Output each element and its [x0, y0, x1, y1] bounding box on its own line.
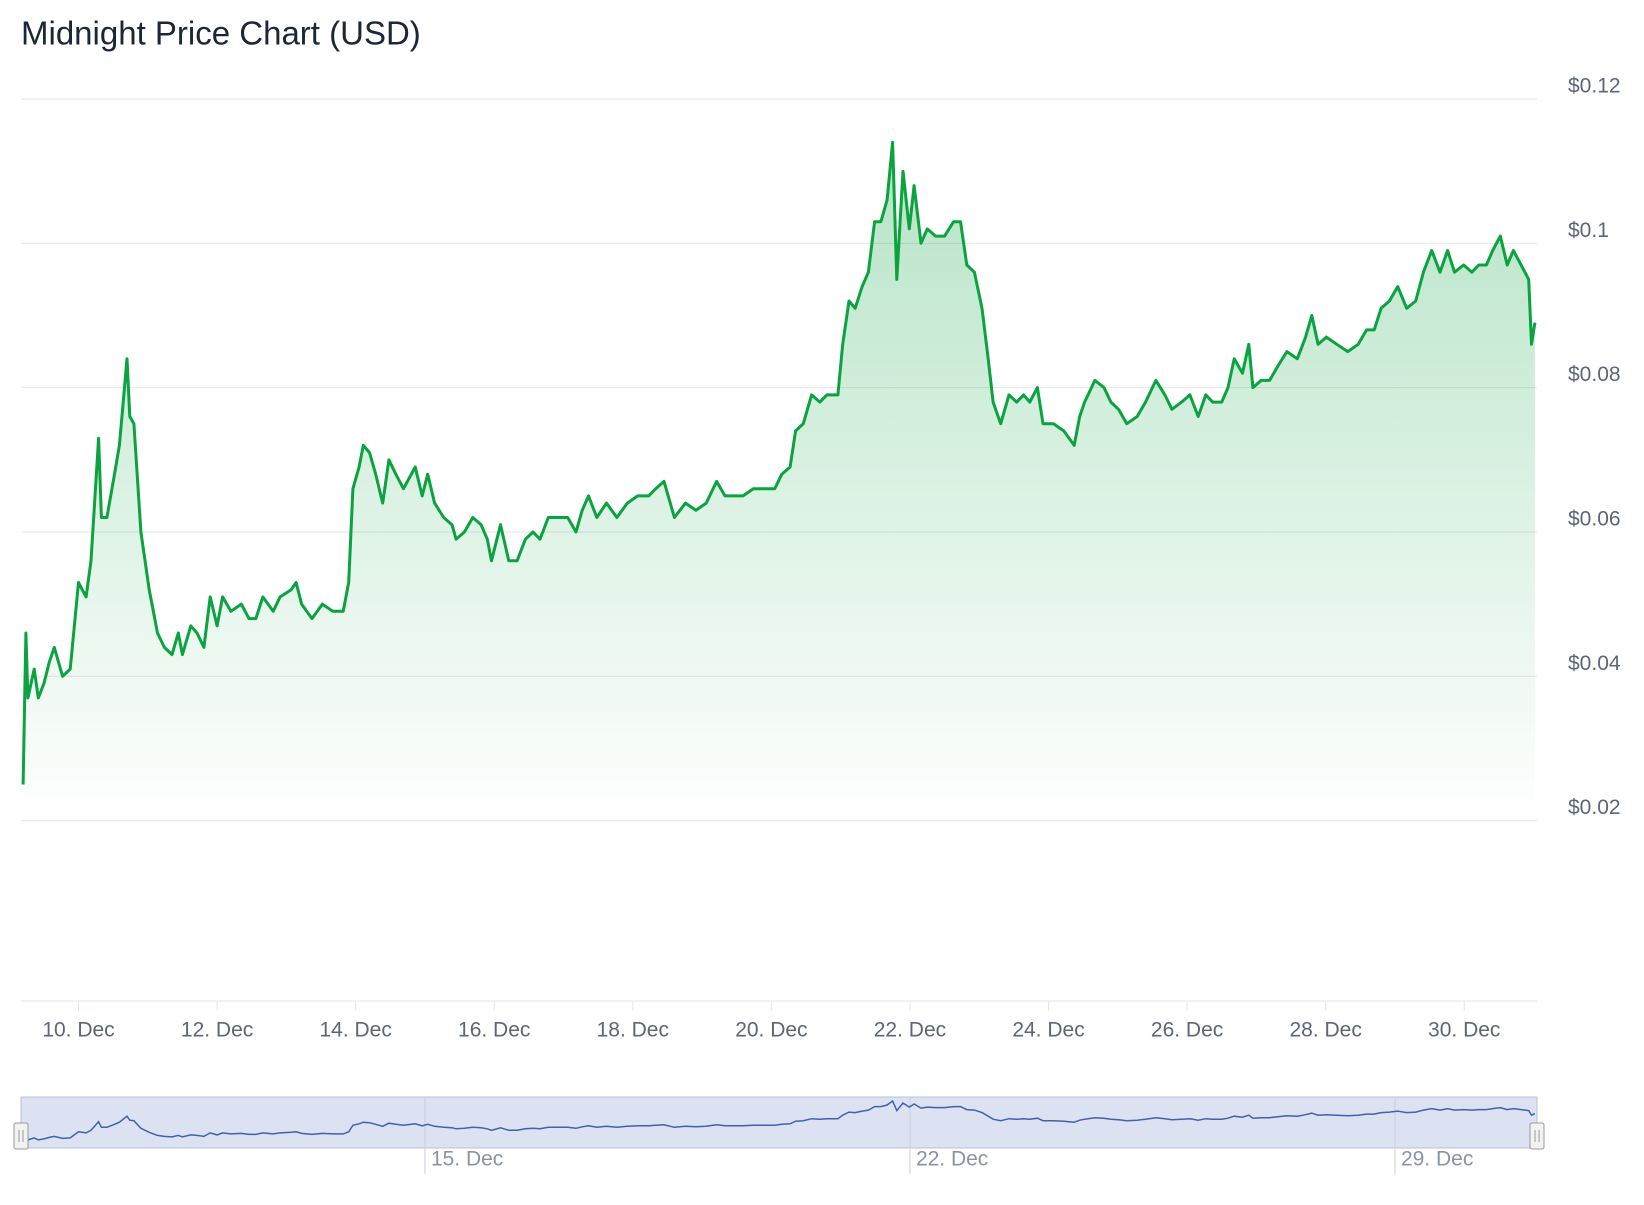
x-tick-label: 24. Dec — [1012, 1019, 1084, 1042]
chart-title: Midnight Price Chart (USD) — [21, 15, 421, 52]
navigator-window — [20, 1096, 1538, 1149]
y-tick-label: $0.12 — [1568, 75, 1621, 98]
navigator-tick-label: 15. Dec — [431, 1148, 503, 1171]
navigator-handle[interactable] — [13, 1122, 29, 1150]
y-tick-label: $0.06 — [1568, 508, 1621, 531]
navigator-line — [22, 1099, 1536, 1147]
y-tick-label: $0.04 — [1568, 652, 1621, 675]
x-tick-label: 12. Dec — [181, 1019, 253, 1042]
navigator-tick-label: 29. Dec — [1401, 1148, 1473, 1171]
x-tick-label: 20. Dec — [735, 1019, 807, 1042]
y-tick-label: $0.1 — [1568, 219, 1609, 242]
x-tick-label: 22. Dec — [874, 1019, 946, 1042]
x-tick-label: 16. Dec — [458, 1019, 530, 1042]
x-tick-label: 18. Dec — [597, 1019, 669, 1042]
x-tick-label: 26. Dec — [1151, 1019, 1223, 1042]
x-tick-label: 10. Dec — [42, 1019, 114, 1042]
line — [21, 140, 1537, 785]
x-tick-label: 14. Dec — [319, 1019, 391, 1042]
navigator-handle[interactable] — [1529, 1122, 1545, 1150]
x-tick-label: 28. Dec — [1289, 1019, 1361, 1042]
navigator-tick-label: 22. Dec — [916, 1148, 988, 1171]
y-tick-label: $0.02 — [1568, 796, 1621, 819]
y-tick-label: $0.08 — [1568, 363, 1621, 386]
x-tick-label: 30. Dec — [1428, 1019, 1500, 1042]
